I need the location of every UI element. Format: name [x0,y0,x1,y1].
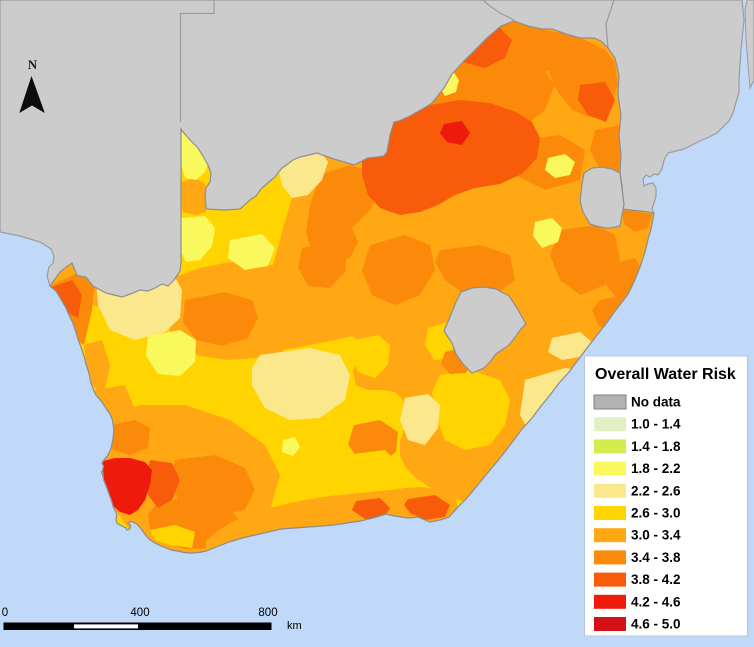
svg-text:2.6 - 3.0: 2.6 - 3.0 [631,506,681,521]
svg-text:2.2 - 2.6: 2.2 - 2.6 [631,483,681,498]
svg-text:Overall Water Risk: Overall Water Risk [595,366,736,383]
svg-text:400: 400 [130,607,149,619]
svg-text:1.0 - 1.4: 1.0 - 1.4 [631,417,681,432]
svg-text:km: km [287,620,302,632]
svg-text:4.2 - 4.6: 4.2 - 4.6 [631,594,681,609]
svg-text:N: N [28,57,38,72]
svg-text:4.6 - 5.0: 4.6 - 5.0 [631,617,681,632]
svg-text:800: 800 [258,607,277,619]
svg-text:1.8 - 2.2: 1.8 - 2.2 [631,461,681,476]
svg-text:3.4 - 3.8: 3.4 - 3.8 [631,550,681,565]
svg-text:3.8 - 4.2: 3.8 - 4.2 [631,572,681,587]
svg-text:0: 0 [2,607,8,619]
svg-text:No data: No data [631,395,681,410]
svg-text:3.0 - 3.4: 3.0 - 3.4 [631,528,681,543]
svg-text:1.4 - 1.8: 1.4 - 1.8 [631,439,681,454]
